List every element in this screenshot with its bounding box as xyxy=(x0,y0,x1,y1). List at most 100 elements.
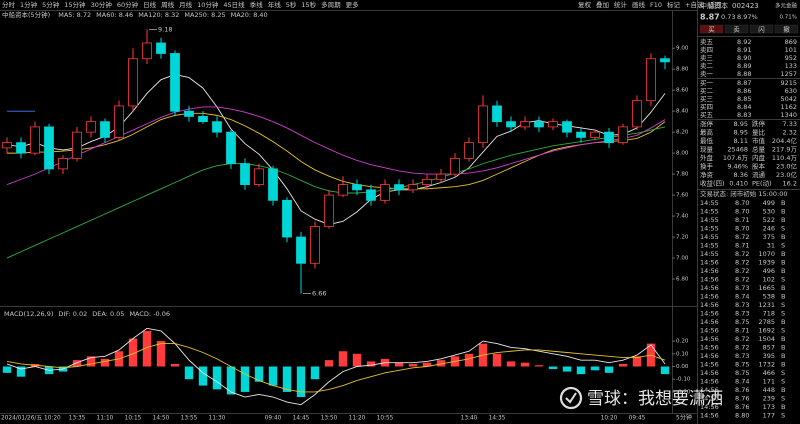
toolbar-item[interactable]: 季线 xyxy=(250,0,264,9)
trade-price: 8.73 xyxy=(735,352,749,360)
trade-price: 8.72 xyxy=(735,250,749,258)
stat-label: 最低 xyxy=(700,136,714,145)
y-tick-label: 7.00 xyxy=(676,256,689,262)
stat-value: 0.410 xyxy=(729,180,748,188)
trade-price: 8.72 xyxy=(735,344,749,352)
legend-entry: MA60: 8.46 xyxy=(96,11,133,19)
toolbar-button[interactable]: +自选 xyxy=(685,0,704,9)
toolbar-item[interactable]: 15秒 xyxy=(301,0,316,9)
book-level: 卖一 xyxy=(700,70,714,78)
candle-body xyxy=(464,142,474,159)
toolbar-item[interactable]: 1分钟 xyxy=(20,0,38,9)
trade-tab[interactable] xyxy=(699,24,724,34)
toolbar-item[interactable]: 年线 xyxy=(268,0,282,9)
trade-volume: 395 xyxy=(763,352,775,360)
toolbar-button[interactable]: F10 xyxy=(650,1,662,9)
legend-entry: MACD: -0.06 xyxy=(129,310,170,318)
logo-ring xyxy=(559,386,583,410)
toolbar-button[interactable]: 画线 xyxy=(632,0,646,9)
toolbar-button[interactable]: 统计 xyxy=(614,0,628,9)
candle-body xyxy=(492,105,502,123)
trade-tab[interactable] xyxy=(749,24,774,34)
candle-body xyxy=(520,121,530,128)
trade-volume: 177 xyxy=(763,412,775,420)
trade-tab-label[interactable]: 卖 xyxy=(733,26,740,34)
trade-price: 8.72 xyxy=(735,233,749,241)
toolbar-item[interactable]: 日线 xyxy=(143,0,157,9)
trade-time: 14:56 xyxy=(700,267,719,275)
toolbar-item[interactable]: 15分钟 xyxy=(64,0,86,9)
x-tick-label: 10:20 xyxy=(601,416,618,422)
candle-body xyxy=(268,168,278,201)
macd-bar xyxy=(282,366,292,392)
book-price: 8.88 xyxy=(737,70,751,78)
trade-side: S xyxy=(781,310,785,318)
trade-tab-label[interactable]: 闪 xyxy=(758,25,765,34)
legend-entry: MA20: 8.40 xyxy=(231,11,268,19)
candle-body xyxy=(366,189,376,201)
trade-side: S xyxy=(781,225,785,233)
candle-body xyxy=(30,126,40,154)
book-volume: 5042 xyxy=(780,95,797,103)
trade-tab-label[interactable]: 买 xyxy=(708,26,715,34)
toolbar-item[interactable]: 10分钟 xyxy=(197,0,219,9)
y-tick-label: 8.80 xyxy=(676,67,689,73)
toolbar-item[interactable]: 月线 xyxy=(179,0,193,9)
stat-label: PE(动) xyxy=(752,180,772,188)
toolbar-item[interactable]: 周线 xyxy=(161,0,175,9)
macd-line xyxy=(6,327,666,406)
trade-tab-label[interactable]: 撤 xyxy=(783,25,790,34)
toolbar-item[interactable]: 30分钟 xyxy=(91,0,113,9)
stat-label: 最高 xyxy=(700,128,714,137)
trade-tab[interactable] xyxy=(724,24,749,34)
trade-price: 8.76 xyxy=(735,386,749,394)
toolbar-item[interactable]: 45日线 xyxy=(223,0,245,9)
macd-bar xyxy=(16,366,26,377)
stat-label: 流通 xyxy=(752,170,766,179)
stat-value: 107.6万 xyxy=(723,154,749,162)
candle-body xyxy=(142,42,152,60)
toolbar-button[interactable]: 标记 xyxy=(667,0,681,9)
toolbar-button[interactable]: 返回 xyxy=(708,1,721,9)
legend-entry: MA5: 8.72 xyxy=(58,11,91,19)
book-price: 8.85 xyxy=(737,95,751,103)
candle-body xyxy=(114,105,124,138)
toolbar-item[interactable]: 多周期 xyxy=(321,0,341,9)
trade-time: 14:56 xyxy=(700,276,719,284)
toolbar-button[interactable]: 复权 xyxy=(578,0,592,9)
trade-tab[interactable] xyxy=(774,24,799,34)
trade-price: 8.70 xyxy=(735,208,749,216)
trade-time: 14:56 xyxy=(700,344,719,352)
toolbar-item[interactable]: 分时 xyxy=(2,0,16,9)
candle-body xyxy=(618,126,628,144)
toolbar-item[interactable]: 更多 xyxy=(346,0,360,9)
macd-bar xyxy=(590,366,600,371)
y-tick-label: 7.80 xyxy=(676,172,689,178)
legend-entry: MA120: 8.32 xyxy=(138,11,179,19)
trade-side: S xyxy=(781,327,785,335)
stat-value: 8.95 xyxy=(734,120,748,128)
trade-time: 14:56 xyxy=(700,335,719,343)
x-tick-label: 09:45 xyxy=(629,416,646,422)
macd-bar xyxy=(324,360,334,367)
book-volume: 1162 xyxy=(780,103,797,111)
toolbar-item[interactable]: 5分钟 xyxy=(42,0,60,9)
stock-code: 002423 xyxy=(732,2,759,10)
toolbar-button[interactable]: 叠加 xyxy=(596,0,609,9)
trade-volume: 1231 xyxy=(758,301,775,309)
stat-label: 总量 xyxy=(752,145,766,154)
stat-label: 股本 xyxy=(752,162,766,171)
trade-side: S xyxy=(781,301,785,309)
book-price: 8.89 xyxy=(737,62,751,70)
toolbar-item[interactable]: 60分钟 xyxy=(117,0,139,9)
macd-bar xyxy=(394,362,404,367)
macd-bar xyxy=(72,360,82,367)
y-tick-label: 7.40 xyxy=(676,214,689,220)
trade-side: B xyxy=(781,250,785,258)
trade-volume: 1665 xyxy=(758,284,775,292)
candle-body xyxy=(590,131,600,138)
toolbar-item[interactable]: 5秒 xyxy=(286,0,297,9)
trade-time: 14:56 xyxy=(700,386,719,394)
macd-bar xyxy=(562,366,572,372)
